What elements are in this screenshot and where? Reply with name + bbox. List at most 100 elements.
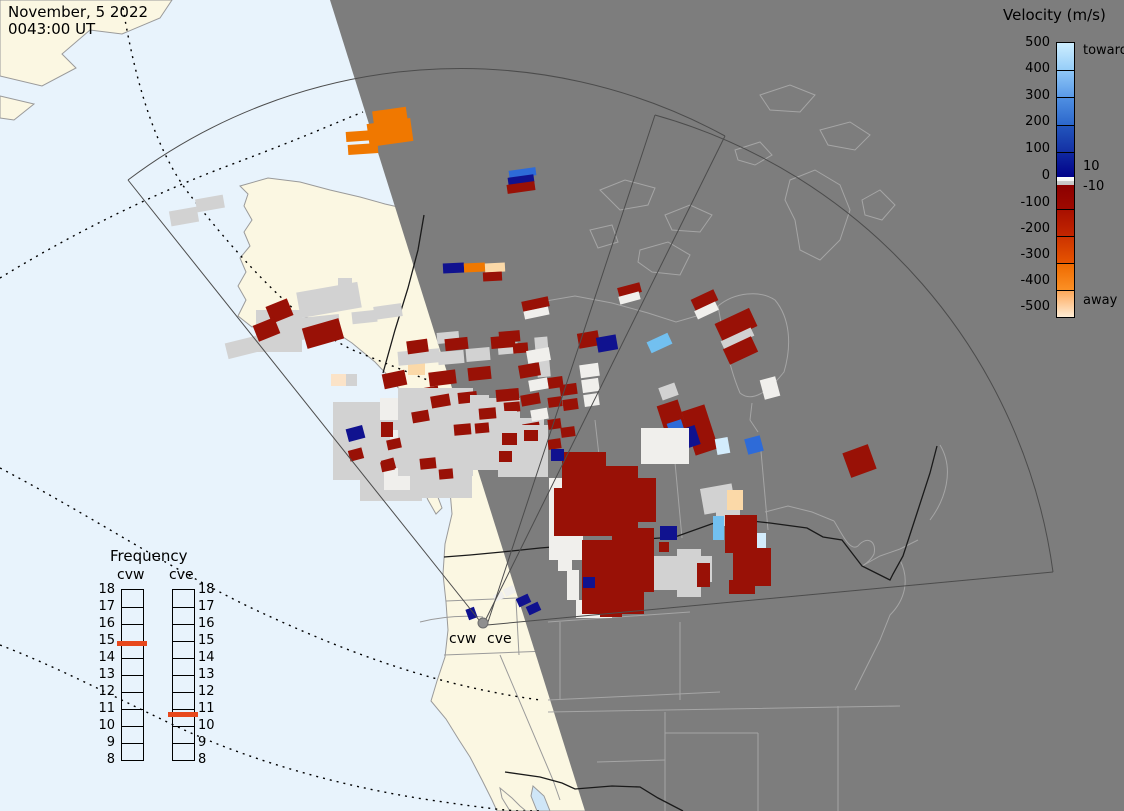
velocity-cell	[690, 289, 719, 311]
velocity-cell	[523, 306, 550, 320]
velocity-tick-label: 400	[1025, 61, 1050, 76]
fov-edge-line	[486, 114, 656, 626]
frequency-cell	[122, 624, 143, 641]
velocity-cell	[195, 194, 225, 213]
frequency-tick-label: 17	[98, 599, 115, 614]
velocity-cell	[419, 457, 437, 470]
velocity-cell	[547, 418, 562, 430]
velocity-tick-label: -100	[1020, 195, 1050, 210]
velocity-cell	[301, 318, 345, 349]
velocity-side-label: toward	[1083, 43, 1124, 58]
velocity-cell	[581, 377, 600, 394]
velocity-cell	[694, 301, 719, 320]
fov-boundaries-layer	[127, 68, 1054, 626]
frequency-cell	[122, 726, 143, 743]
velocity-legend-title: Velocity (m/s)	[1003, 6, 1106, 24]
velocity-cell	[411, 409, 430, 424]
velocity-cell	[373, 303, 403, 320]
frequency-cell	[173, 726, 194, 743]
velocity-tick-label: 300	[1025, 88, 1050, 103]
velocity-side-label: 10	[1083, 159, 1100, 174]
velocity-cell	[617, 282, 642, 298]
velocity-cell	[560, 426, 576, 438]
velocity-tick-label: -400	[1020, 273, 1050, 288]
colorbar-segment	[1057, 184, 1074, 209]
velocity-cell	[628, 478, 656, 522]
velocity-cell	[600, 606, 622, 617]
velocity-cell	[526, 347, 551, 364]
velocity-cell	[659, 542, 669, 552]
velocity-cell	[595, 334, 619, 353]
frequency-tick-label: 8	[106, 752, 115, 767]
map-site-label-cve: cve	[487, 631, 512, 647]
colorbar-segment	[1057, 97, 1074, 125]
velocity-cell	[562, 398, 579, 411]
frequency-tick-label: 9	[106, 735, 115, 750]
velocity-cell	[453, 423, 472, 436]
velocity-cell	[551, 449, 564, 461]
date-label: November, 5 2022	[8, 3, 149, 21]
velocity-cell	[612, 528, 654, 592]
velocity-cell	[482, 271, 503, 282]
frequency-cell	[173, 607, 194, 624]
frequency-tick-label: 11	[98, 701, 115, 716]
velocity-cell	[442, 262, 465, 274]
frequency-tick-label: 11	[198, 701, 215, 716]
velocity-cell	[408, 362, 425, 375]
velocity-cell	[331, 374, 346, 386]
velocity-cell	[579, 362, 600, 379]
colorbar-segment	[1057, 235, 1074, 263]
velocity-cell	[503, 401, 521, 413]
velocity-cell	[380, 459, 395, 473]
frequency-tick-label: 8	[198, 752, 207, 767]
velocity-cell	[660, 526, 677, 540]
velocity-cell	[506, 181, 536, 194]
frequency-tick-label: 10	[198, 718, 215, 733]
velocity-cell	[390, 430, 403, 441]
velocity-cell	[474, 422, 490, 434]
frequency-tick-label: 13	[198, 667, 215, 682]
velocity-cell	[618, 291, 641, 305]
velocity-cell	[530, 407, 549, 422]
velocity-cell	[500, 411, 517, 421]
velocity-cell	[347, 447, 365, 462]
frequency-cell	[122, 607, 143, 624]
velocity-cell	[444, 336, 469, 352]
velocity-cell	[386, 437, 402, 451]
velocity-tick-label: -200	[1020, 221, 1050, 236]
velocity-cell	[727, 490, 743, 510]
colorbar-segment	[1057, 289, 1074, 317]
colorbar-segment	[1057, 43, 1074, 70]
velocity-cell	[502, 585, 517, 597]
frequency-cell	[122, 692, 143, 709]
velocity-cell	[583, 577, 595, 588]
velocity-tick-label: 100	[1025, 141, 1050, 156]
frequency-tick-label: 15	[198, 633, 215, 648]
velocity-colorbar	[1056, 42, 1075, 318]
velocity-tick-label: -300	[1020, 247, 1050, 262]
velocity-tick-label: -500	[1020, 299, 1050, 314]
frequency-cell	[173, 658, 194, 675]
velocity-cell	[515, 593, 532, 608]
frequency-tick-label: 9	[198, 735, 207, 750]
frequency-column-label-cvw: cvw	[117, 567, 145, 583]
velocity-cell	[470, 395, 489, 405]
velocity-cell	[725, 515, 757, 553]
velocity-cell	[714, 307, 758, 343]
velocity-cell	[842, 444, 877, 478]
frequency-cell	[122, 590, 143, 607]
frequency-cell	[173, 641, 194, 658]
frequency-tick-label: 18	[198, 582, 215, 597]
frequency-tick-label: 14	[198, 650, 215, 665]
velocity-cell	[478, 407, 497, 420]
colorbar-segment	[1057, 208, 1074, 236]
frequency-cell	[122, 743, 143, 760]
velocity-cell	[512, 342, 529, 354]
velocity-cell	[252, 317, 281, 342]
velocity-cell	[524, 430, 538, 441]
velocity-cell	[641, 428, 689, 464]
velocity-cell	[347, 142, 379, 156]
velocity-side-label: away	[1083, 293, 1118, 308]
velocity-cell	[567, 570, 579, 600]
frequency-cell	[173, 743, 194, 760]
